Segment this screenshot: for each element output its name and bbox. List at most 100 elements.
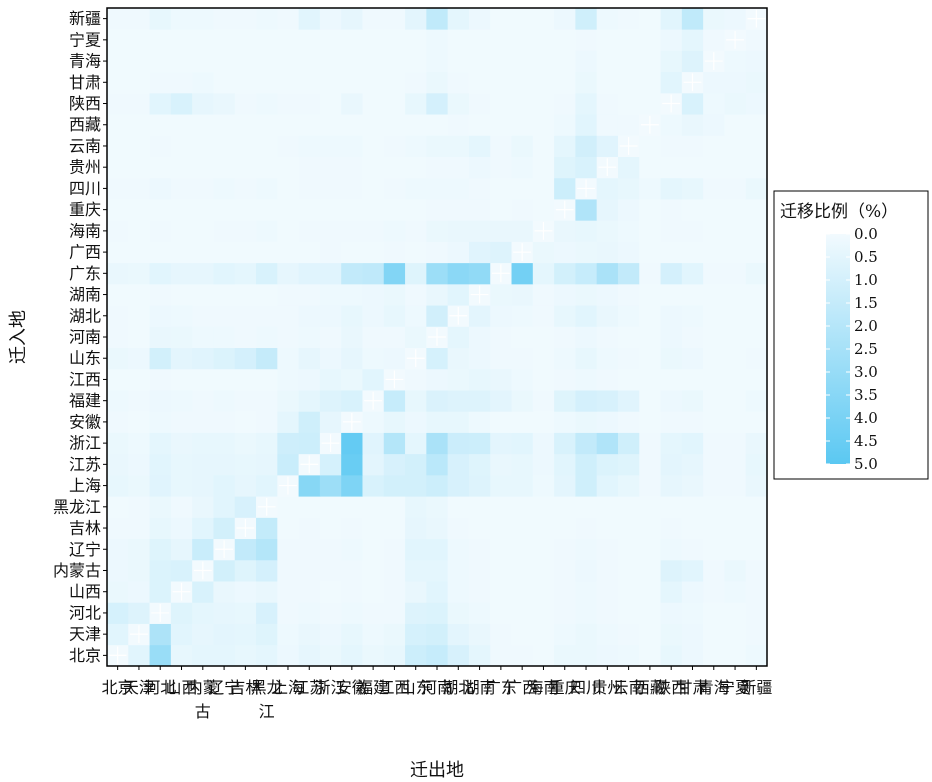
heatmap-cell bbox=[554, 92, 576, 115]
heatmap-cell bbox=[447, 432, 470, 455]
heatmap-cell bbox=[319, 220, 342, 242]
legend-tick-label: 4.5 bbox=[854, 432, 878, 450]
heatmap-cell bbox=[426, 644, 449, 667]
heatmap-cell bbox=[745, 177, 768, 200]
heatmap-cell bbox=[277, 453, 300, 476]
heatmap-cell bbox=[298, 581, 321, 603]
heatmap-cell bbox=[319, 135, 342, 157]
heatmap-cell bbox=[383, 71, 406, 94]
y-tick-label: 河北 bbox=[69, 603, 101, 622]
heatmap-cell bbox=[319, 199, 342, 221]
y-tick-label: 重庆 bbox=[69, 200, 101, 219]
heatmap-cell bbox=[554, 623, 576, 646]
heatmap-cell bbox=[532, 305, 555, 327]
heatmap-cell bbox=[575, 114, 598, 136]
heatmap-cell bbox=[107, 114, 129, 136]
heatmap-cell bbox=[724, 283, 747, 306]
x-tick-label: 云南 bbox=[613, 678, 645, 697]
heatmap-cell bbox=[256, 177, 278, 200]
heatmap-cell bbox=[639, 326, 661, 349]
heatmap-cell bbox=[298, 29, 321, 51]
y-tick-label: 云南 bbox=[69, 136, 101, 155]
heatmap-cell bbox=[511, 71, 534, 94]
heatmap-cell bbox=[660, 326, 683, 349]
y-tick-label: 湖北 bbox=[69, 306, 101, 325]
heatmap-cell bbox=[213, 220, 236, 242]
heatmap-cell bbox=[170, 50, 193, 73]
heatmap-cell bbox=[192, 623, 214, 646]
heatmap-cell bbox=[703, 305, 725, 327]
heatmap-cell bbox=[383, 496, 406, 518]
heatmap-cell bbox=[277, 581, 300, 603]
heatmap-cell bbox=[383, 199, 406, 221]
heatmap-cell bbox=[277, 602, 300, 624]
heatmap-cell bbox=[575, 283, 598, 306]
heatmap-cell bbox=[575, 8, 598, 30]
heatmap-cell bbox=[298, 538, 321, 561]
heatmap-cell bbox=[405, 262, 427, 285]
heatmap-cell bbox=[575, 538, 598, 561]
heatmap-cell bbox=[128, 347, 150, 370]
x-tick-label: 重庆 bbox=[549, 678, 581, 697]
heatmap-cell bbox=[170, 411, 193, 433]
heatmap-cell bbox=[213, 114, 236, 136]
y-axis-title: 迁入地 bbox=[8, 310, 29, 364]
heatmap-cell bbox=[468, 92, 491, 115]
heatmap-cell bbox=[256, 262, 278, 285]
x-tick-label: 天津 bbox=[123, 678, 155, 697]
heatmap-cell bbox=[724, 326, 747, 349]
heatmap-cell bbox=[639, 177, 661, 200]
heatmap-cell bbox=[511, 559, 534, 582]
heatmap-cell bbox=[256, 517, 278, 540]
x-tick-label-cont: 古 bbox=[195, 702, 211, 721]
heatmap-cell bbox=[617, 517, 640, 540]
heatmap-cell bbox=[213, 432, 236, 455]
heatmap-cell bbox=[426, 411, 449, 433]
legend-tick-label: 3.5 bbox=[854, 386, 878, 404]
heatmap-cell bbox=[170, 347, 193, 370]
heatmap-cell bbox=[511, 262, 534, 285]
heatmap-cell bbox=[660, 411, 683, 433]
heatmap-cell bbox=[703, 156, 725, 179]
heatmap-cell bbox=[341, 517, 363, 540]
heatmap-cell bbox=[660, 220, 683, 242]
heatmap-cell bbox=[575, 347, 598, 370]
heatmap-cell bbox=[149, 199, 172, 221]
heatmap-cell bbox=[596, 305, 619, 327]
heatmap-cell bbox=[575, 262, 598, 285]
heatmap-cell bbox=[213, 8, 236, 30]
heatmap-cell bbox=[298, 432, 321, 455]
heatmap-cell bbox=[256, 283, 278, 306]
heatmap-cell bbox=[681, 453, 704, 476]
y-tick-label: 天津 bbox=[69, 625, 101, 644]
heatmap-cell bbox=[511, 581, 534, 603]
heatmap-cell bbox=[128, 156, 150, 179]
y-axis-ticks: 北京 天津 河北 山西 内蒙古 辽宁 吉林 黑龙江 上海 江苏 浙江 安徽 福建 江西 山东 河南 湖北 湖南 广东… bbox=[53, 9, 107, 665]
heatmap-cell bbox=[468, 305, 491, 327]
heatmap-cell bbox=[532, 92, 555, 115]
heatmap-cell bbox=[319, 92, 342, 115]
heatmap-cell bbox=[596, 241, 619, 264]
heatmap-cell bbox=[426, 262, 449, 285]
heatmap-cell bbox=[405, 602, 427, 624]
heatmap-cell bbox=[447, 177, 470, 200]
heatmap-cell bbox=[596, 368, 619, 391]
heatmap-cell bbox=[341, 326, 363, 349]
heatmap-cell bbox=[660, 644, 683, 667]
heatmap-cell bbox=[234, 305, 257, 327]
heatmap-cell bbox=[107, 92, 129, 115]
heatmap-cell bbox=[298, 517, 321, 540]
heatmap-cell bbox=[724, 411, 747, 433]
heatmap-cell bbox=[213, 156, 236, 179]
heatmap-cell bbox=[149, 411, 172, 433]
heatmap-cell bbox=[362, 623, 385, 646]
heatmap-cell bbox=[554, 177, 576, 200]
heatmap-cell bbox=[532, 602, 555, 624]
heatmap-cell bbox=[383, 50, 406, 73]
x-tick-label: 河南 bbox=[421, 678, 453, 697]
heatmap-cell bbox=[724, 262, 747, 285]
heatmap-cell bbox=[107, 135, 129, 157]
heatmap-cell bbox=[341, 496, 363, 518]
heatmap-cell bbox=[681, 581, 704, 603]
